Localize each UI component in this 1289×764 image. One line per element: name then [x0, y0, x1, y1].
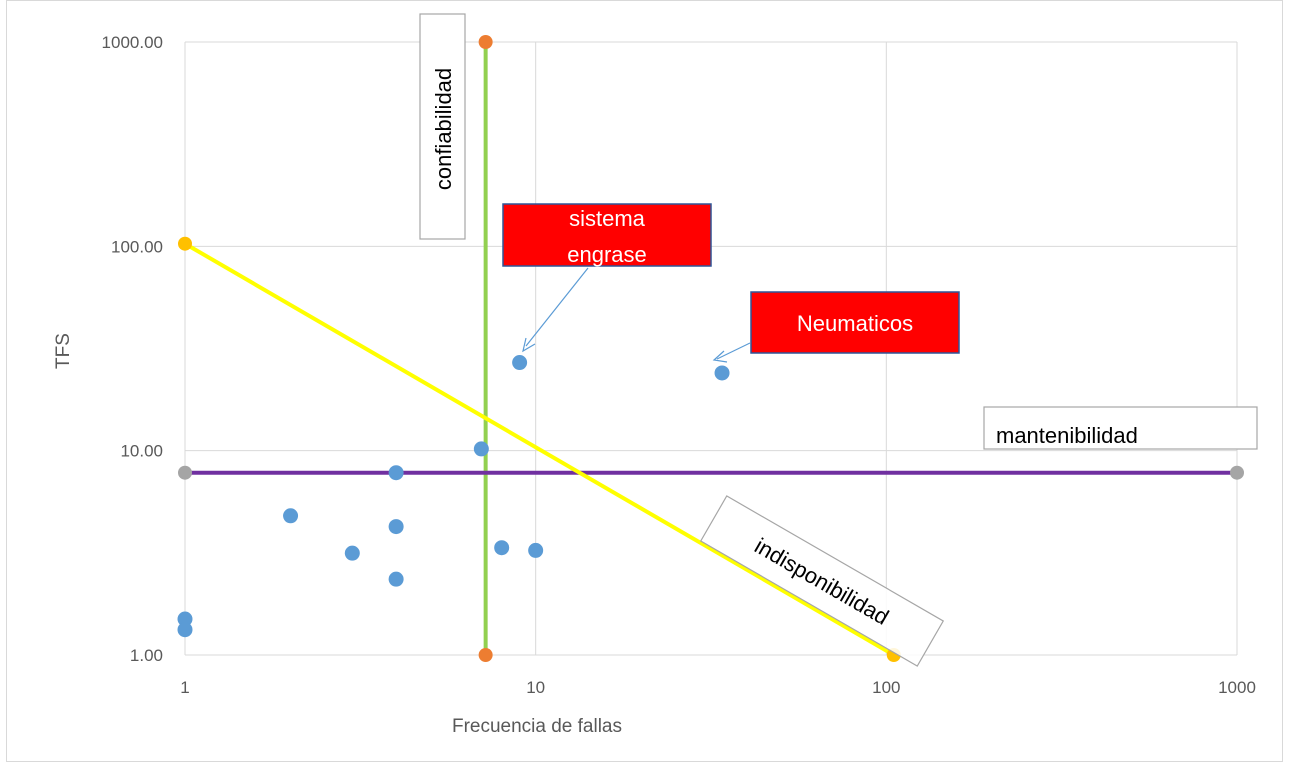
y-axis-title: TFS [53, 333, 74, 369]
annotation-box-sistema-engrase [502, 203, 712, 267]
annotation-arrowhead-neumaticos [712, 350, 728, 363]
data-point [177, 622, 193, 638]
data-point [494, 540, 510, 556]
chart-svg: 1 10 100 1000 1.00 10.00 100.00 1000.00 Frecue… [53, 13, 1258, 737]
reference-line [183, 241, 895, 657]
reference-line-marker [178, 465, 192, 480]
annotation-indisponibilidad: indisponibilidad [699, 495, 945, 667]
y-tick-label: 1.00 [130, 646, 163, 665]
data-point [528, 542, 544, 558]
annotation-label-mantenibilidad: mantenibilidad [996, 423, 1138, 448]
annotation-label-confiabilidad: confiabilidad [431, 68, 456, 190]
annotation-arrow-neumaticos [716, 342, 751, 360]
y-tick-label: 100.00 [111, 237, 163, 256]
annotation-label-sistema-engrase-line1: sistema [569, 206, 646, 231]
x-tick-label: 1 [180, 678, 189, 697]
data-point [512, 355, 528, 371]
annotation-arrow-sistema-engrase [525, 267, 589, 347]
reference-line-marker [178, 236, 192, 251]
annotation-box-neumaticos [750, 291, 960, 354]
reference-line-marker [478, 35, 493, 49]
x-tick-label: 10 [526, 678, 545, 697]
data-point [388, 519, 404, 535]
annotation-box-indisponibilidad [699, 495, 945, 667]
data-point [283, 508, 299, 524]
data-point [388, 571, 404, 587]
annotation-box-mantenibilidad [983, 406, 1258, 450]
annotation-box-confiabilidad [419, 13, 466, 240]
x-tick-label: 1000 [1218, 678, 1256, 697]
x-tick-label: 100 [872, 678, 900, 697]
y-tick-label: 1000.00 [102, 33, 163, 52]
chart-container: 1 10 100 1000 1.00 10.00 100.00 1000.00 Frecue… [6, 0, 1283, 762]
data-point [714, 365, 730, 381]
data-point [177, 611, 193, 627]
reference-line-marker [478, 648, 493, 662]
data-point [344, 545, 360, 561]
y-tick-label: 10.00 [120, 442, 163, 461]
x-axis-title: Frecuencia de fallas [452, 716, 622, 737]
data-point [473, 441, 489, 457]
reference-line-marker [1230, 465, 1244, 480]
annotation-label-neumaticos: Neumaticos [797, 311, 913, 336]
annotation-arrowhead-sistema-engrase [522, 337, 536, 353]
data-point [388, 465, 404, 481]
annotation-label-sistema-engrase-line2: engrase [567, 242, 647, 267]
